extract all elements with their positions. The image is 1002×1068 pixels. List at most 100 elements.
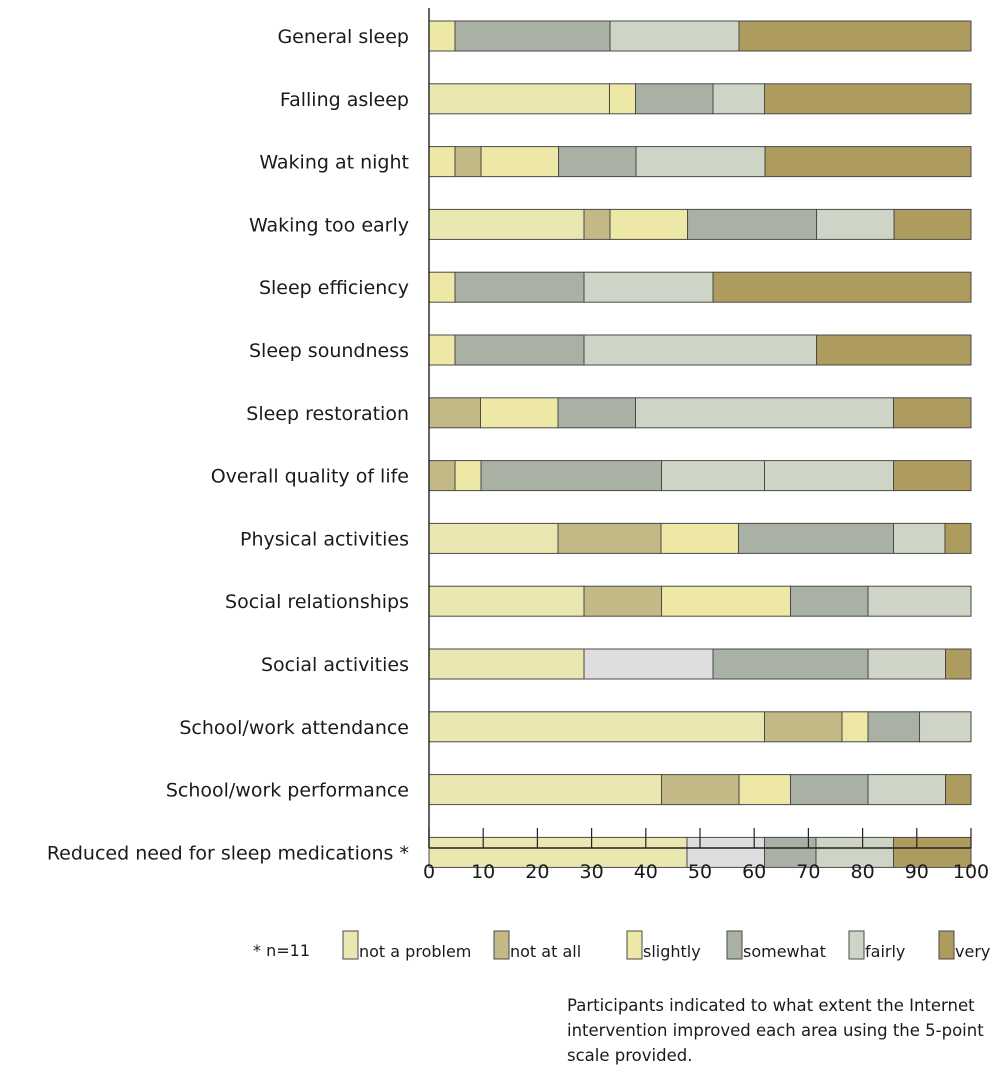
category-label: Waking too early <box>249 214 409 236</box>
x-axis: 0 10 20 30 40 50 60 70 80 90 100 <box>423 8 989 883</box>
bar-segment <box>945 774 972 806</box>
legend-item: fairly <box>848 930 905 961</box>
category-label: Waking at night <box>259 152 409 174</box>
bar-segment <box>892 397 972 429</box>
bar-segment <box>790 585 869 617</box>
legend: * n=11 not a problem not at all slightly som… <box>253 930 990 961</box>
bar-segment <box>712 83 766 115</box>
bar-segment <box>583 648 714 680</box>
category-label: Falling asleep <box>280 89 409 111</box>
bar-segment <box>454 460 482 492</box>
bar-segment <box>480 146 560 178</box>
bar-segment <box>583 334 818 366</box>
bar-segment <box>764 836 817 868</box>
bar-row <box>428 20 972 52</box>
x-tick-label: 40 <box>634 861 658 883</box>
bar-segment <box>635 146 766 178</box>
bar-row <box>428 460 972 492</box>
bar-segment <box>454 271 585 303</box>
category-label: Sleep soundness <box>249 340 409 362</box>
chart-canvas: General sleep Falling asleep Waking at nig… <box>47 8 990 961</box>
category-label: Physical activities <box>240 528 409 550</box>
legend-label: not a problem <box>359 942 471 961</box>
bar-segment <box>867 648 947 680</box>
bar-segment <box>764 460 894 492</box>
bar-segment <box>738 774 792 806</box>
bar-segment <box>738 20 972 52</box>
legend-label: fairly <box>865 942 905 961</box>
bar-segment <box>557 397 637 429</box>
bar-row <box>428 146 972 178</box>
bar-segment <box>867 585 972 617</box>
bar-segment <box>558 146 637 178</box>
bar-segment <box>712 271 972 303</box>
category-label: Overall quality of life <box>211 466 409 488</box>
bar-row <box>428 83 972 115</box>
legend-item: not at all <box>493 930 581 961</box>
bar-segment <box>867 774 947 806</box>
legend-swatch <box>726 930 743 960</box>
x-tick-label: 90 <box>905 861 929 883</box>
bar-segment <box>712 648 869 680</box>
legend-swatch <box>493 930 510 960</box>
bar-segment <box>428 522 559 554</box>
bar-segment <box>892 836 972 868</box>
legend-swatch <box>342 930 359 960</box>
category-label: School/work attendance <box>179 717 409 739</box>
legend-item: not a problem <box>342 930 471 961</box>
bar-segment <box>919 711 972 743</box>
legend-label: somewhat <box>743 942 826 961</box>
legend-swatch <box>626 930 643 960</box>
bar-segment <box>454 20 611 52</box>
legend-swatch <box>848 930 865 960</box>
bar-segment <box>892 522 946 554</box>
category-label: Social activities <box>261 654 409 676</box>
bar-segment <box>428 836 688 868</box>
bar-segment <box>661 460 766 492</box>
x-tick-label: 0 <box>423 861 435 883</box>
bar-segment <box>428 20 456 52</box>
bar-segment <box>428 774 663 806</box>
bar-row <box>428 774 972 806</box>
legend-label: slightly <box>643 942 701 961</box>
bar-segment <box>764 711 843 743</box>
bar-segment <box>608 83 637 115</box>
bar-segment <box>816 208 895 240</box>
x-tick-label: 80 <box>851 861 875 883</box>
bar-segment <box>764 146 972 178</box>
bar-segment <box>454 334 585 366</box>
x-tick-label: 50 <box>688 861 712 883</box>
bar-segment <box>557 522 662 554</box>
bar-segment <box>867 711 921 743</box>
bar-row <box>428 522 972 554</box>
bar-segment <box>790 774 869 806</box>
bar-segment <box>428 397 481 429</box>
bar-row <box>428 648 972 680</box>
bar-row <box>428 711 972 743</box>
x-tick-label: 60 <box>742 861 766 883</box>
x-tick-label: 100 <box>953 861 989 883</box>
bar-segment <box>583 208 611 240</box>
bar-segment <box>428 460 456 492</box>
category-label: Reduced need for sleep medications * <box>47 842 409 864</box>
x-tick-label: 70 <box>796 861 820 883</box>
bar-segment <box>687 208 818 240</box>
bar-row <box>428 208 972 240</box>
chart-caption: Participants indicated to what extent th… <box>567 996 984 1065</box>
bar-segment <box>661 585 792 617</box>
bar-row <box>428 585 972 617</box>
bar-row <box>428 271 972 303</box>
legend-label: not at all <box>510 942 581 961</box>
legend-item: slightly <box>626 930 701 961</box>
stacked-bar-chart: General sleep Falling asleep Waking at nig… <box>47 8 990 1065</box>
category-label: Social relationships <box>225 591 409 613</box>
bar-segment <box>428 585 585 617</box>
sample-size-note: * n=11 <box>253 941 310 960</box>
bar-segment <box>945 648 972 680</box>
bar-segment <box>454 146 482 178</box>
x-tick-label: 20 <box>525 861 549 883</box>
bar-segment <box>635 397 894 429</box>
bar-segment <box>428 271 456 303</box>
category-label: General sleep <box>277 26 409 48</box>
bar-segment <box>428 648 585 680</box>
